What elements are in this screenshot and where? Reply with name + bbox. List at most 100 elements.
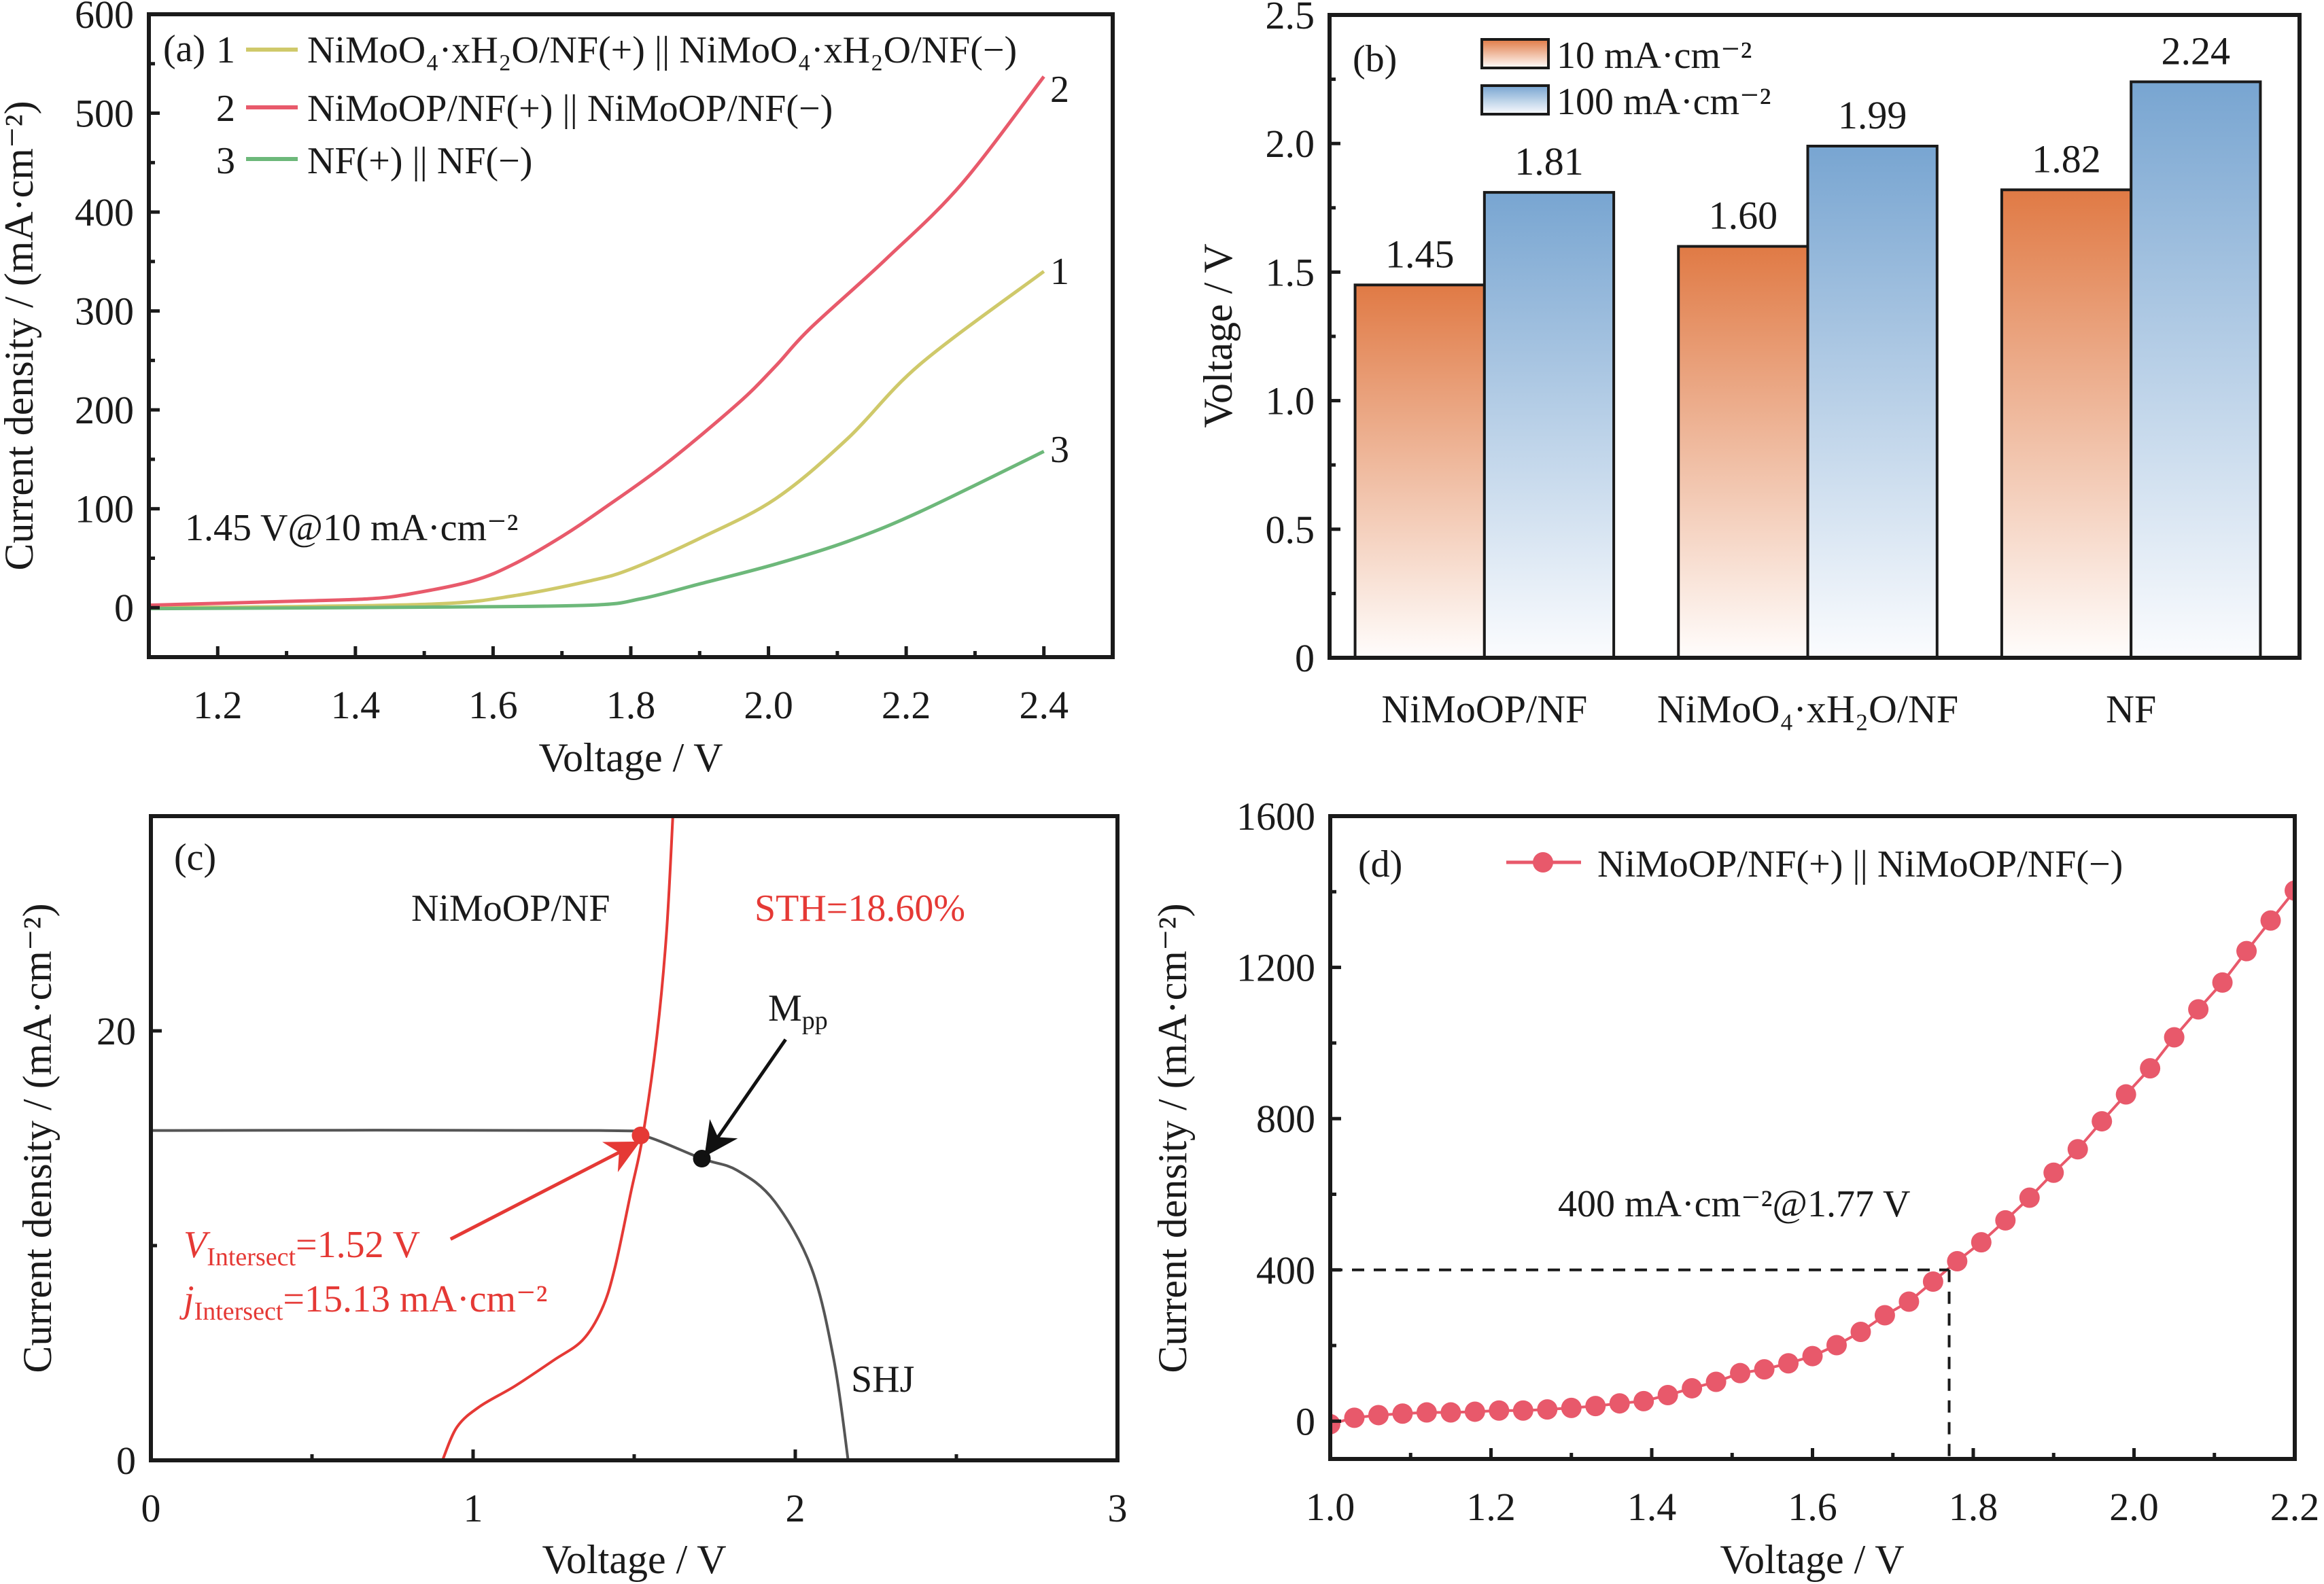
x-tick-label: 0 <box>141 1486 161 1530</box>
data-point <box>1705 1371 1727 1392</box>
legend-swatch-marker <box>1533 852 1553 873</box>
x-tick-label: 1.4 <box>331 683 381 727</box>
data-point <box>1440 1402 1461 1423</box>
legend-number-1: 1 <box>216 29 235 71</box>
x-tick-label: 1 <box>464 1486 483 1530</box>
y-tick-label: 20 <box>97 1009 136 1053</box>
data-point <box>1778 1353 1799 1374</box>
mpp-main: M <box>768 987 802 1029</box>
y-tick-label: 1200 <box>1236 946 1315 990</box>
bar-100mA <box>2130 80 2262 660</box>
mpp-label: Mpp <box>768 987 828 1035</box>
bar-value-label: 1.60 <box>1709 194 1778 238</box>
panel-a-legend: 1 NiMoO₄·xH₂O/NF(+) || NiMoO₄·xH₂O/NF(−)… <box>216 29 1017 182</box>
curve-end-label-1: 1 <box>1050 251 1069 293</box>
x-tick-label: 1.4 <box>1627 1485 1677 1529</box>
y-tick-label: 600 <box>75 0 134 37</box>
y-tick-label: 500 <box>75 92 134 136</box>
panel-c-label: (c) <box>174 837 216 879</box>
legend-swatch-100mA <box>1480 84 1550 116</box>
bar-value-label: 1.99 <box>1838 93 1907 137</box>
y-tick-label: 2.0 <box>1266 122 1315 166</box>
data-point <box>1464 1401 1485 1422</box>
category-label: NF <box>2106 687 2156 731</box>
curve-end-label-3: 3 <box>1050 429 1069 471</box>
category-label: NiMoOP/NF <box>1381 687 1587 731</box>
data-point <box>1537 1399 1558 1420</box>
y-tick-label: 800 <box>1256 1097 1315 1141</box>
legend-label-10mA: 10 mA·cm⁻² <box>1557 35 1752 77</box>
legend-label-2: NiMoOP/NF(+) || NiMoOP/NF(−) <box>307 88 833 130</box>
data-point <box>1512 1400 1533 1421</box>
panel-c-ticks: 0 1 2 3 0 20 <box>97 1009 1128 1530</box>
panel-c-ylabel: Current density / (mA·cm⁻²) <box>15 903 60 1373</box>
y-tick-label: 400 <box>75 190 134 234</box>
data-point <box>2140 1058 2161 1079</box>
v-val: =1.52 V <box>296 1224 420 1266</box>
panel-a-ticks: 1.2 1.4 1.6 1.8 2.0 2.2 2.4 0 100 200 300 400 500 600 <box>75 0 1069 727</box>
legend-label-1: NiMoO₄·xH₂O/NF(+) || NiMoO₄·xH₂O/NF(−) <box>307 29 1017 71</box>
x-tick-label: 2.2 <box>2270 1485 2320 1529</box>
panel-d-ylabel: Current density / (mA·cm⁻²) <box>1150 903 1195 1373</box>
series-line-nimoop <box>441 815 674 1461</box>
curve-end-label-2: 2 <box>1050 69 1069 111</box>
data-point <box>1585 1396 1606 1417</box>
panel-d-legend: NiMoOP/NF(+) || NiMoOP/NF(−) <box>1506 843 2123 885</box>
data-point <box>1898 1291 1920 1312</box>
data-point <box>1344 1407 1365 1428</box>
data-point <box>2188 999 2209 1020</box>
bar-value-label: 1.81 <box>1514 139 1584 183</box>
data-point <box>2212 972 2233 993</box>
legend-number-3: 3 <box>216 140 235 182</box>
data-point <box>1489 1400 1510 1421</box>
data-point <box>1971 1232 1992 1253</box>
data-point <box>1416 1402 1437 1423</box>
panel-c-xlabel: Voltage / V <box>542 1537 726 1582</box>
panel-c-marks <box>150 815 850 1461</box>
panel-a: 1.2 1.4 1.6 1.8 2.0 2.2 2.4 0 100 200 300 400 500 600… <box>0 0 1115 780</box>
x-tick-label: 3 <box>1108 1486 1128 1530</box>
panel-d-xlabel: Voltage / V <box>1720 1537 1904 1582</box>
legend-label-100mA: 100 mA·cm⁻² <box>1557 81 1771 123</box>
curve-label-nimoop: NiMoOP/NF <box>411 887 610 930</box>
panel-b-marks: 1.45 1.81 1.60 1.99 1.82 2.24 <box>1353 29 2262 660</box>
data-points <box>1330 880 2295 1435</box>
x-tick-label: 2.2 <box>882 683 931 727</box>
x-tick-label: 2 <box>786 1486 805 1530</box>
panel-a-marks <box>148 75 1045 611</box>
x-tick-label: 1.8 <box>606 683 656 727</box>
data-point <box>2260 910 2281 931</box>
x-tick-label: 2.0 <box>744 683 793 727</box>
bar-value-label: 1.82 <box>2032 137 2101 181</box>
v-sub: Intersect <box>207 1243 296 1271</box>
legend-number-2: 2 <box>216 88 235 130</box>
panel-a-label: (a) <box>163 28 205 70</box>
shj-label: SHJ <box>851 1358 914 1401</box>
mpp-arrow <box>704 1038 787 1157</box>
panel-b-label: (b) <box>1353 38 1397 80</box>
data-point <box>1826 1335 1847 1356</box>
y-tick-label: 2.5 <box>1266 0 1315 37</box>
y-tick-label: 0 <box>116 1439 136 1483</box>
data-point <box>1682 1377 1703 1398</box>
j-sub: Intersect <box>194 1297 283 1326</box>
data-point <box>1874 1305 1895 1326</box>
panel-d-annotation: 400 mA·cm⁻²@1.77 V <box>1558 1183 1910 1225</box>
bar-100mA <box>1806 144 1939 659</box>
legend-label-3: NF(+) || NF(−) <box>307 140 532 182</box>
y-tick-label: 0 <box>114 586 134 630</box>
y-tick-label: 200 <box>75 388 134 432</box>
data-point <box>2092 1111 2113 1132</box>
mpp-sub: pp <box>802 1006 828 1035</box>
y-tick-label: 0 <box>1296 1399 1315 1443</box>
panel-d: 1.0 1.2 1.4 1.6 1.8 2.0 2.2 0 400 800 1200 1600 (d)… <box>1150 794 2319 1582</box>
sth-annotation: STH=18.60% <box>755 887 965 930</box>
x-tick-label: 1.6 <box>1788 1485 1837 1529</box>
panel-b-ylabel: Voltage / V <box>1196 243 1241 427</box>
x-tick-label: 2.0 <box>2109 1485 2159 1529</box>
bar-10mA <box>1353 283 1486 659</box>
data-point <box>2067 1139 2088 1160</box>
x-tick-label: 1.8 <box>1949 1485 1998 1529</box>
series-line-1 <box>148 270 1045 610</box>
legend-label-d: NiMoOP/NF(+) || NiMoOP/NF(−) <box>1597 843 2123 885</box>
